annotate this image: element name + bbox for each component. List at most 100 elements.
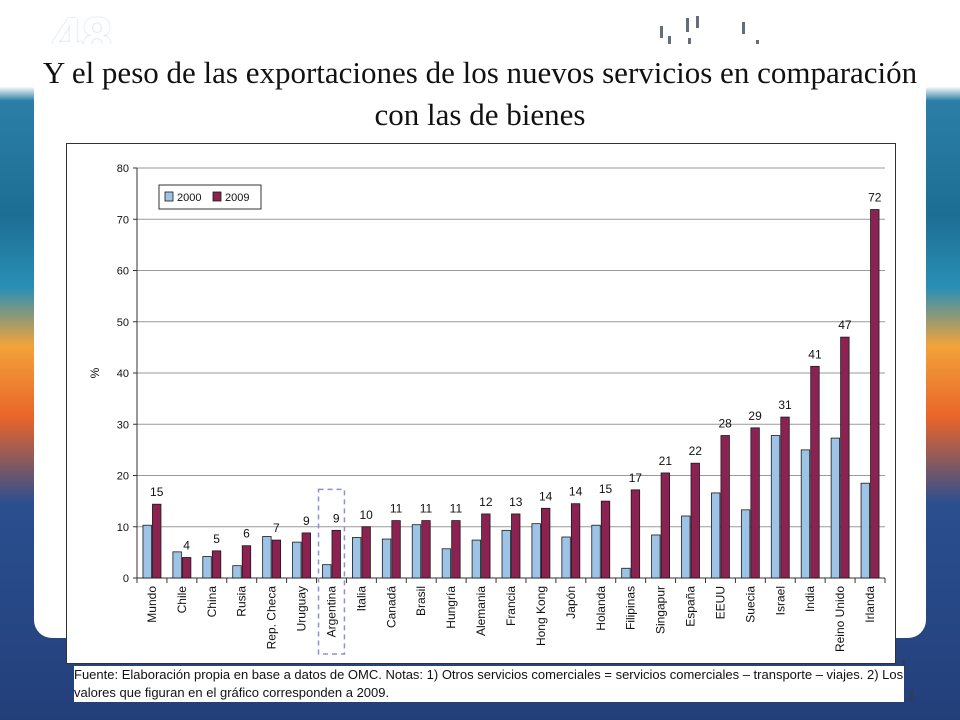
bar-2000 xyxy=(142,524,152,579)
category-label: Alemania xyxy=(474,586,488,636)
bar-2009 xyxy=(780,416,790,579)
y-tick-label: 10 xyxy=(117,522,129,534)
bar-2009 xyxy=(331,529,341,579)
data-label: 17 xyxy=(629,471,643,485)
legend: 2000 2009 xyxy=(158,184,262,210)
data-label: 21 xyxy=(659,454,673,468)
bar-2009 xyxy=(541,507,551,579)
category-label: Rep. Checa xyxy=(265,586,279,650)
bar-2000 xyxy=(441,548,452,579)
title-band xyxy=(34,44,926,140)
data-label: 10 xyxy=(359,508,373,522)
bar-2009 xyxy=(511,513,521,579)
data-label: 28 xyxy=(719,417,733,431)
data-label: 9 xyxy=(333,511,340,525)
bar-2000 xyxy=(501,529,511,579)
bar-2000 xyxy=(322,564,332,579)
y-tick-label: 50 xyxy=(117,317,129,329)
y-tick-label: 70 xyxy=(117,214,129,226)
y-axis-label: % xyxy=(88,367,102,378)
category-label: Hungría xyxy=(444,586,458,629)
data-label: 72 xyxy=(868,191,882,205)
bar-2000 xyxy=(381,538,392,579)
bar-2000 xyxy=(830,437,841,579)
bar-2000 xyxy=(172,551,182,579)
legend-box xyxy=(158,184,262,210)
category-label: Rusia xyxy=(235,586,249,617)
highlight-box xyxy=(317,488,346,655)
bar-2009 xyxy=(181,557,192,579)
data-label: 41 xyxy=(808,347,822,361)
slide-title: Y el peso de las exportaciones de los nu… xyxy=(42,55,918,132)
source-footnote: Fuente: Elaboración propia en base a dat… xyxy=(74,666,904,702)
category-label: Francia xyxy=(504,586,518,626)
category-label: Italia xyxy=(354,586,368,612)
bar-2009 xyxy=(840,336,850,579)
bar-2009 xyxy=(810,365,820,579)
data-label: 29 xyxy=(748,409,762,423)
category-label: Singapur xyxy=(654,586,668,634)
data-label: 14 xyxy=(539,489,553,503)
bar-2009 xyxy=(211,550,222,579)
category-label: Chile xyxy=(175,586,189,614)
bar-2000 xyxy=(531,523,541,579)
category-label: Israel xyxy=(773,586,787,615)
category-label: España xyxy=(684,586,698,627)
bar-2009 xyxy=(750,427,760,579)
bar-2000 xyxy=(471,539,481,579)
y-tick-label: 60 xyxy=(117,266,129,278)
data-label: 13 xyxy=(509,495,523,509)
bar-2000 xyxy=(561,536,571,579)
bar-2009 xyxy=(570,503,581,579)
bar-2009 xyxy=(630,489,641,579)
bar-2000 xyxy=(292,541,302,579)
bar-2009 xyxy=(241,545,252,579)
bar-2000 xyxy=(351,537,362,579)
legend-label-2000: 2000 xyxy=(177,192,201,204)
category-label: Suecia xyxy=(743,586,757,623)
category-label: India xyxy=(803,586,817,612)
bar-2000 xyxy=(232,565,242,579)
data-label: 11 xyxy=(420,502,433,516)
y-tick-label: 40 xyxy=(117,368,129,380)
bar-2000 xyxy=(202,556,212,579)
category-label: Uruguay xyxy=(295,586,309,631)
category-label: Holanda xyxy=(594,586,608,631)
data-label: 9 xyxy=(303,514,310,528)
bar-2000 xyxy=(591,524,601,579)
bar-2009 xyxy=(870,209,880,579)
bar-2000 xyxy=(770,435,781,579)
legend-swatch-2009 xyxy=(212,191,222,202)
bar-2000 xyxy=(411,524,422,579)
category-label: Japón xyxy=(564,586,578,619)
category-label: Brasil xyxy=(414,586,428,616)
bar-2009 xyxy=(600,500,611,579)
legend-label-2009: 2009 xyxy=(225,192,249,204)
bar-2009 xyxy=(271,539,282,579)
bar-2009 xyxy=(391,520,401,579)
category-label: Irlanda xyxy=(863,586,877,623)
data-label: 5 xyxy=(213,532,220,546)
bar-2000 xyxy=(262,536,272,579)
bar-chart: 0 10 20 30 40 50 60 70 80% 15 Mundo 4 Chile 5 China 6 Ru… xyxy=(88,163,886,655)
category-label: Reino Unido xyxy=(833,586,847,652)
data-label: 11 xyxy=(450,502,463,516)
y-tick-label: 30 xyxy=(117,419,129,431)
category-label: Hong Kong xyxy=(534,586,548,646)
bar-2009 xyxy=(720,435,730,579)
bar-2000 xyxy=(800,449,811,579)
data-label: 22 xyxy=(689,444,703,458)
category-label: Canadá xyxy=(384,586,398,628)
bar-2009 xyxy=(690,462,700,579)
data-label: 11 xyxy=(390,502,403,516)
bar-2009 xyxy=(301,532,311,579)
category-label: Mundo xyxy=(145,586,159,623)
category-label: Argentina xyxy=(324,586,338,638)
y-tick-label: 80 xyxy=(117,163,129,175)
y-tick-label: 0 xyxy=(123,573,129,585)
bar-2009 xyxy=(451,520,461,579)
bar-2009 xyxy=(152,503,162,579)
data-label: 15 xyxy=(150,485,164,499)
bar-2009 xyxy=(660,472,670,579)
legend-swatch-2000 xyxy=(164,191,174,202)
